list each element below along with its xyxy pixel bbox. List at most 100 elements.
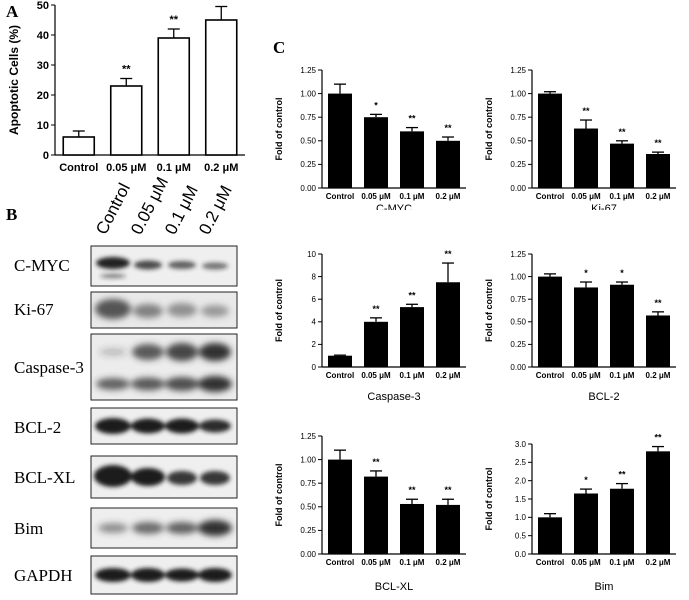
- y-tick-label: 1.00: [300, 455, 316, 464]
- bar-0-2-m: [204, 19, 238, 156]
- y-tick-label: 8: [312, 272, 317, 281]
- x-tick-label: Control: [326, 371, 354, 380]
- significance-mark: **: [372, 457, 380, 467]
- x-tick-label: Control: [536, 371, 564, 380]
- significance-mark: **: [618, 470, 626, 480]
- significance-mark: **: [217, 0, 226, 4]
- chart-title: BCL-2: [588, 391, 619, 403]
- bar-0-2-m: [436, 282, 460, 367]
- blot-caspase-3: [90, 333, 238, 401]
- y-axis-label: Fold of control: [274, 98, 284, 161]
- x-tick-label: Control: [326, 192, 354, 201]
- y-tick-label: 1.25: [510, 250, 526, 259]
- x-tick-label: Control: [59, 162, 98, 174]
- y-tick-label: 2: [312, 340, 317, 349]
- y-tick-label: 1.25: [300, 432, 316, 441]
- chart-title: Ki-67: [591, 203, 617, 210]
- y-tick-label: 1.25: [300, 66, 316, 75]
- panel-letter-a: A: [6, 2, 19, 21]
- y-tick-label: 0.00: [300, 184, 316, 193]
- y-axis-label: Fold of control: [484, 98, 494, 161]
- y-tick-label: 0.5: [515, 531, 527, 540]
- bar-0-05-m: [364, 476, 388, 554]
- x-tick-label: Control: [326, 558, 354, 567]
- x-tick-label: 0.05 μM: [571, 558, 601, 567]
- y-tick-label: 40: [37, 30, 49, 42]
- y-tick-label: 2.5: [515, 458, 527, 467]
- panel-letter-b: B: [6, 205, 18, 224]
- blot-bcl-xl: [90, 455, 238, 499]
- wb-label-gapdh: GAPDH: [14, 566, 73, 585]
- chart-title: C-MYC: [376, 203, 412, 210]
- chart-ki-67: 0.00 0.25 0.50 0.75 1.00 1.25 Fold of control C…: [484, 66, 676, 210]
- bar-control: [328, 355, 352, 367]
- y-tick-label: 0.50: [300, 503, 316, 512]
- y-axis-label: Apoptotic Cells (%): [7, 25, 21, 135]
- x-tick-label: Control: [536, 558, 564, 567]
- significance-mark: **: [408, 485, 416, 495]
- y-tick-label: 0.75: [510, 113, 526, 122]
- y-tick-label: 0.25: [510, 160, 526, 169]
- y-tick-label: 0.00: [510, 363, 526, 372]
- bar-control: [538, 517, 562, 554]
- chart-bim: 0.0 0.5 1.0 1.5 2.0 2.5 3.0 Fold of control Cont…: [484, 433, 676, 593]
- y-tick-label: 1.0: [515, 513, 527, 522]
- y-tick-label: 1.00: [510, 272, 526, 281]
- x-tick-label: 0.1 μM: [610, 558, 635, 567]
- bar-0-2-m: [436, 140, 460, 188]
- x-tick-label: 0.05 μM: [571, 192, 601, 201]
- x-tick-label: 0.2 μM: [646, 558, 671, 567]
- y-tick-label: 0.75: [300, 479, 316, 488]
- y-axis-label: Fold of control: [274, 279, 284, 342]
- y-tick-label: 1.5: [515, 495, 527, 504]
- bar-0-1-m: [400, 307, 424, 367]
- significance-mark: **: [654, 298, 662, 308]
- significance-mark: **: [654, 138, 662, 148]
- y-tick-label: 50: [37, 0, 49, 12]
- x-tick-label: 0.1 μM: [400, 192, 425, 201]
- bar-0-1-m: [400, 131, 424, 188]
- bar-0-1-m: [610, 488, 634, 554]
- x-tick-label: 0.05 μM: [571, 371, 601, 380]
- significance-mark: **: [654, 433, 662, 443]
- y-tick-label: 0.25: [300, 160, 316, 169]
- significance-mark: *: [620, 268, 624, 278]
- significance-mark: **: [444, 123, 452, 133]
- y-tick-label: 0.25: [510, 340, 526, 349]
- x-tick-label: 0.1 μM: [400, 371, 425, 380]
- wb-label-caspase-3: Caspase-3: [14, 358, 84, 377]
- y-tick-label: 2.0: [515, 476, 527, 485]
- x-tick-label: 0.2 μM: [436, 192, 461, 201]
- chart-title: Caspase-3: [367, 391, 420, 403]
- blot-bcl-2: [90, 407, 238, 445]
- significance-mark: *: [374, 100, 378, 110]
- x-tick-label: 0.05 μM: [361, 558, 391, 567]
- significance-mark: **: [444, 485, 452, 495]
- wb-label-ki-67: Ki-67: [14, 300, 54, 319]
- bar-0-2-m: [646, 154, 670, 188]
- bar-0-05-m: [364, 321, 388, 367]
- bar-control: [538, 93, 562, 188]
- bar-0-1-m: [157, 37, 191, 156]
- y-tick-label: 0.50: [510, 318, 526, 327]
- y-axis-label: Fold of control: [484, 279, 494, 342]
- significance-mark: **: [408, 290, 416, 300]
- y-axis-label: Fold of control: [484, 468, 494, 531]
- bar-control: [328, 459, 352, 554]
- y-tick-label: 3.0: [515, 440, 527, 449]
- bar-0-05-m: [574, 287, 598, 367]
- y-tick-label: 10: [37, 120, 49, 132]
- significance-mark: **: [372, 304, 380, 314]
- wb-label-bim: Bim: [14, 519, 44, 538]
- significance-mark: *: [584, 475, 588, 485]
- wb-label-bcl-xl: BCL-XL: [14, 468, 76, 487]
- significance-mark: *: [584, 268, 588, 278]
- x-tick-label: 0.2 μM: [646, 371, 671, 380]
- y-tick-label: 4: [312, 318, 317, 327]
- significance-mark: **: [618, 127, 626, 137]
- chart-title: BCL-XL: [375, 581, 414, 593]
- significance-mark: **: [582, 106, 590, 116]
- x-tick-label: 0.1 μM: [610, 192, 635, 201]
- bar-0-2-m: [436, 504, 460, 554]
